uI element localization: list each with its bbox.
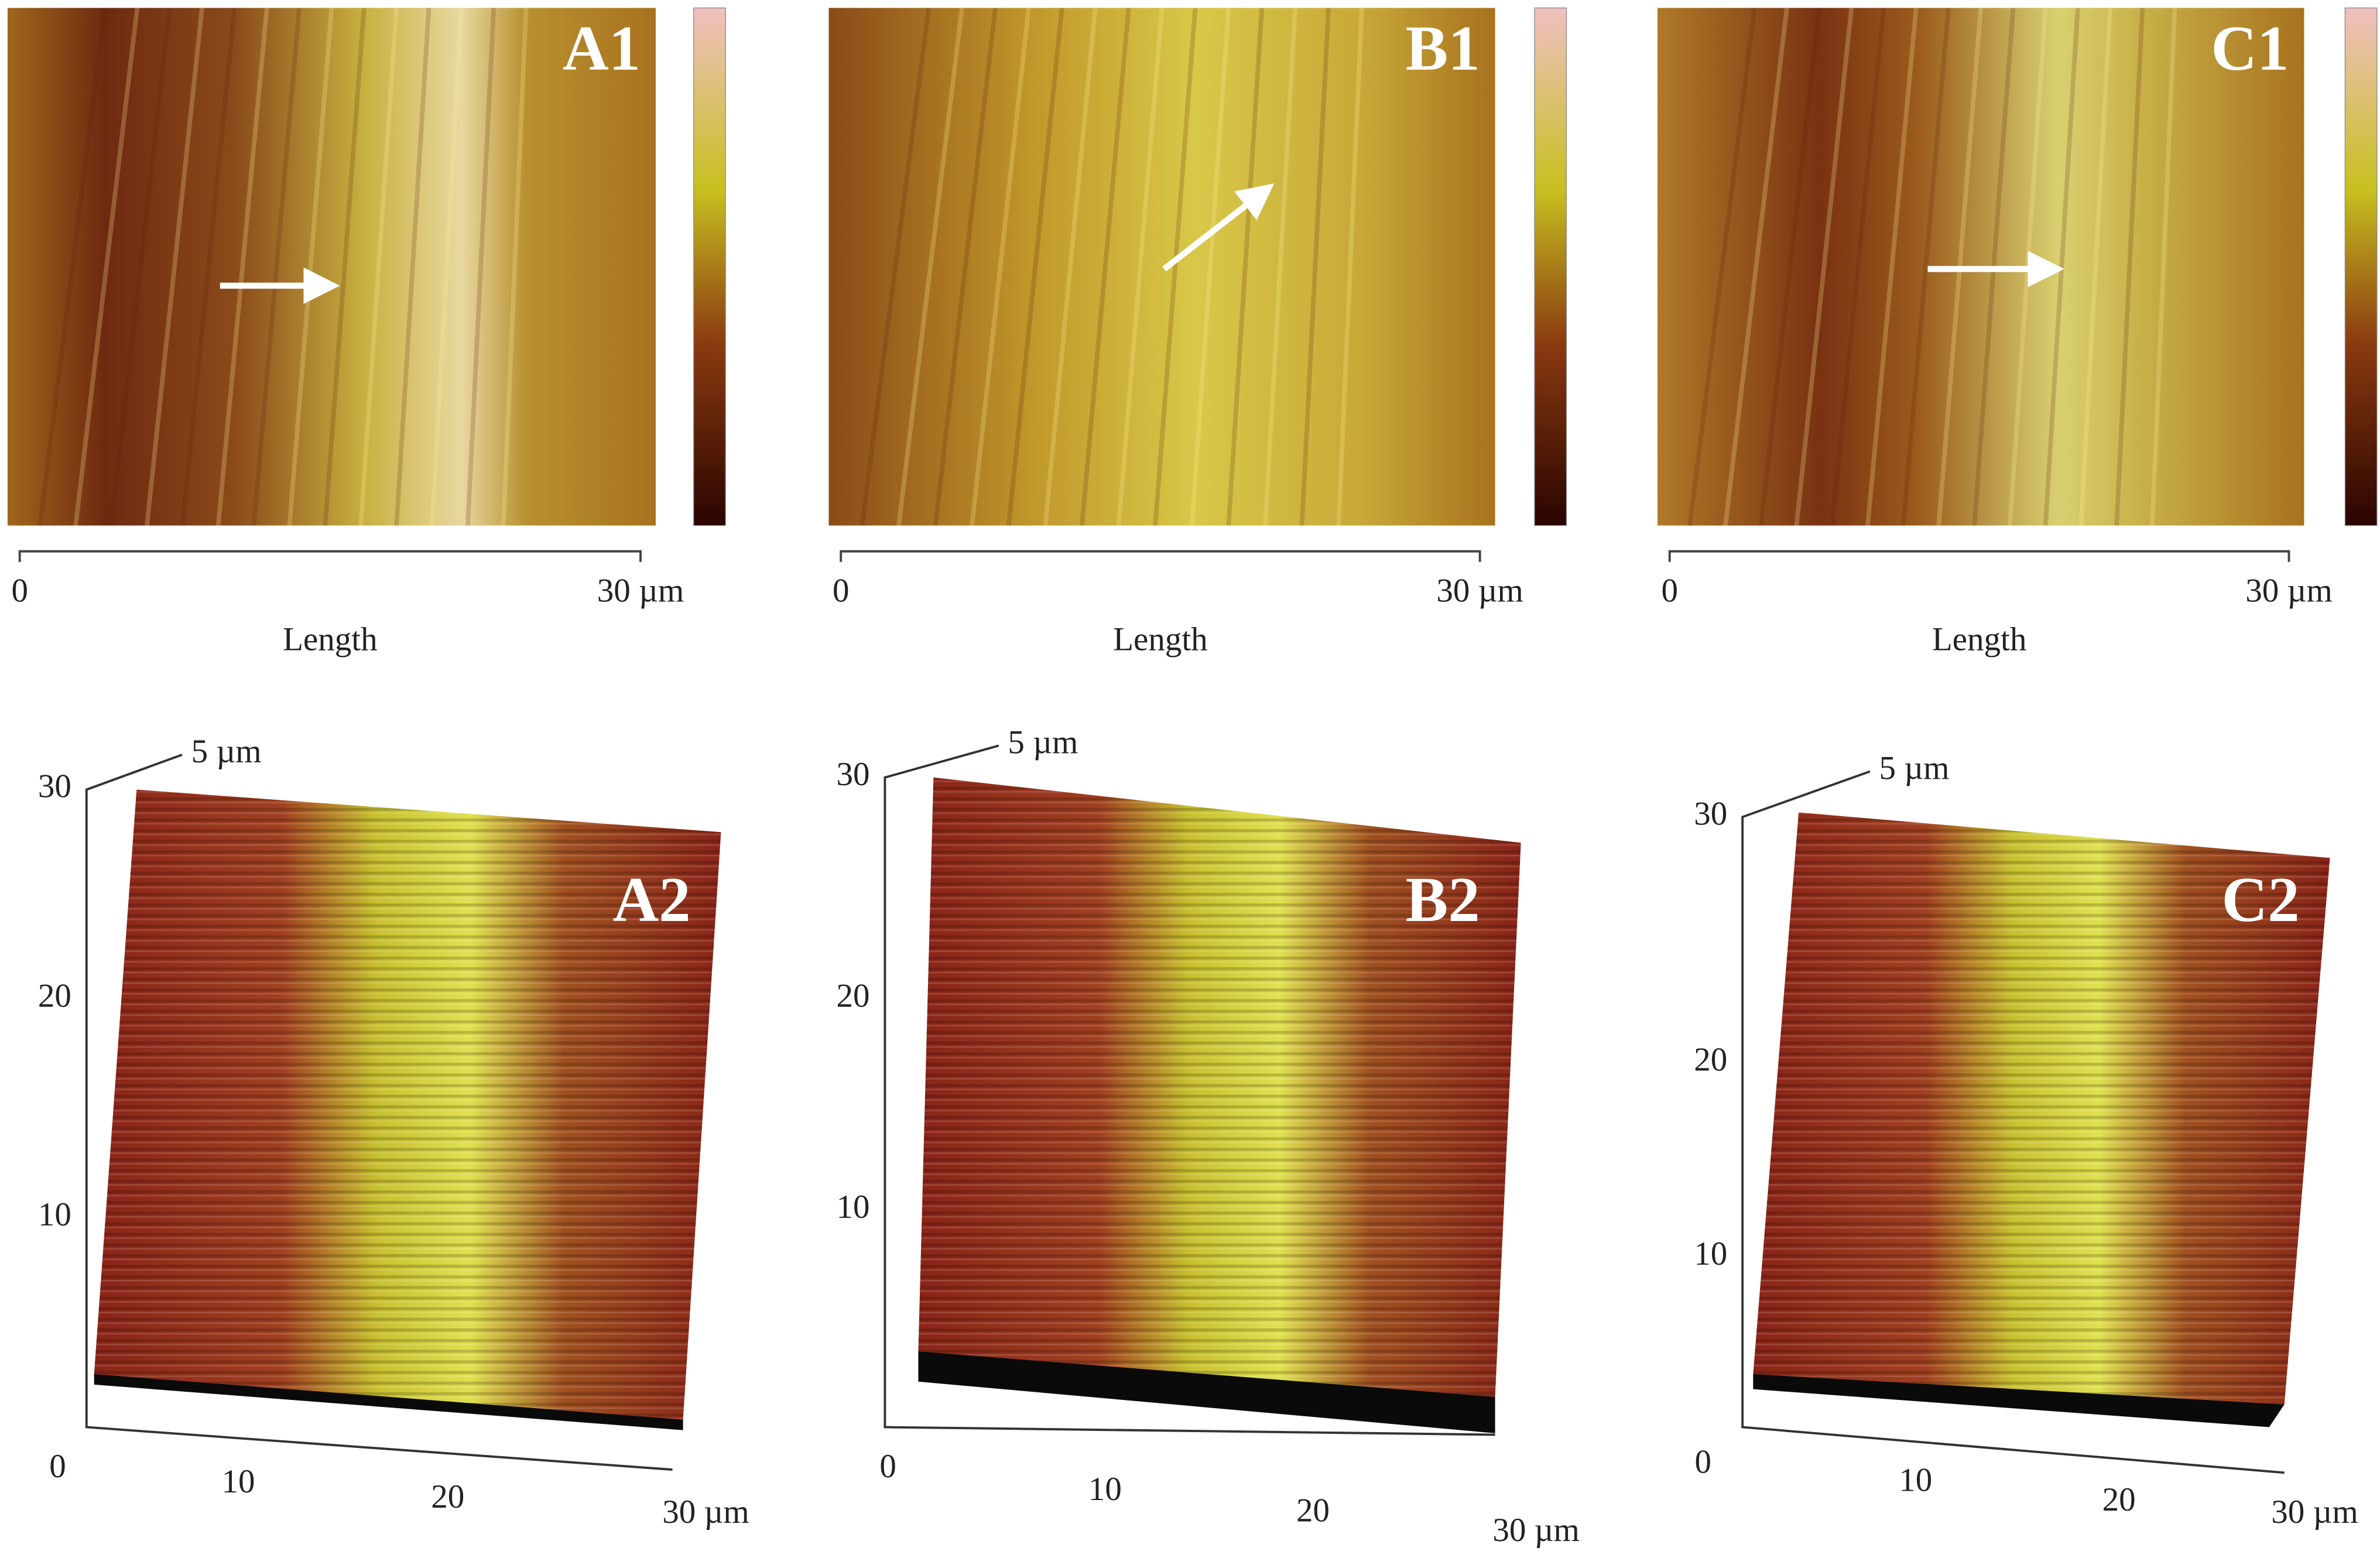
texture — [970, 8, 1031, 526]
texture — [1865, 8, 1919, 526]
color-bar — [2344, 7, 2378, 526]
scale-end: 30 µm — [1436, 572, 1523, 609]
texture — [1263, 8, 1298, 526]
texture — [1758, 8, 1821, 526]
panel-label: A1 — [563, 13, 641, 84]
texture — [73, 8, 140, 526]
x-tick-label: 20 — [431, 1478, 464, 1515]
axes — [85, 754, 673, 1471]
axis-label: Length — [1932, 621, 2027, 658]
texture — [501, 8, 529, 526]
scale-start: 0 — [1661, 572, 1678, 609]
texture — [896, 8, 964, 526]
afm-image — [7, 8, 656, 526]
scale-bar — [1668, 550, 2290, 562]
z-label: 5 µm — [191, 733, 262, 770]
scale-bar — [840, 550, 1481, 562]
texture — [358, 8, 399, 526]
texture — [430, 8, 464, 526]
surface-stripes — [94, 789, 721, 1420]
y-tick-label: 10 — [1694, 1235, 1727, 1272]
z-label: 5 µm — [1879, 750, 1949, 787]
surface-base — [918, 1351, 1495, 1433]
texture — [1299, 8, 1331, 526]
y-tick-label: 30 — [1694, 795, 1727, 832]
axes — [883, 744, 1495, 1436]
arrow — [1162, 183, 1275, 272]
y-tick-label: 10 — [38, 1196, 71, 1233]
surface-stripes — [918, 777, 1521, 1397]
texture — [37, 8, 107, 526]
y-tick-label: 20 — [1694, 1041, 1727, 1078]
y-tick-label: 10 — [836, 1189, 869, 1225]
texture — [1900, 8, 1951, 526]
afm-image — [828, 8, 1495, 526]
texture — [109, 8, 172, 526]
texture — [1687, 8, 1757, 526]
texture — [215, 8, 269, 526]
texture — [323, 8, 367, 526]
texture — [287, 8, 334, 526]
color-bar — [1534, 7, 1567, 526]
texture — [1006, 8, 1064, 526]
texture — [1189, 8, 1231, 526]
texture — [933, 8, 998, 526]
texture — [1080, 8, 1131, 526]
texture — [2149, 8, 2177, 526]
surface-stripes — [1753, 812, 2330, 1405]
axis-label: Length — [283, 621, 378, 658]
panel-label: A2 — [612, 864, 690, 935]
panel-label: C2 — [2222, 864, 2300, 935]
y-tick-label: 30 — [836, 756, 869, 793]
texture — [1043, 8, 1098, 526]
color-bar — [693, 7, 726, 526]
x-tick-label: 0 — [49, 1448, 66, 1485]
x-tick-label: 30 µm — [1492, 1512, 1579, 1549]
scale-end: 30 µm — [597, 572, 684, 609]
x-tick-label: 30 µm — [662, 1494, 749, 1530]
surface-base — [1753, 1374, 2285, 1427]
panel-label: B1 — [1406, 13, 1480, 84]
scale-end: 30 µm — [2245, 572, 2332, 609]
texture — [2114, 8, 2145, 526]
surface-base — [94, 1374, 683, 1430]
x-tick-label: 10 — [222, 1463, 255, 1500]
x-tick-label: 0 — [879, 1448, 896, 1485]
texture — [145, 8, 204, 526]
x-tick-label: 10 — [1088, 1471, 1122, 1508]
x-tick-label: 30 µm — [2271, 1494, 2358, 1530]
texture — [1336, 8, 1364, 526]
texture — [1794, 8, 1854, 526]
axes — [1741, 770, 2285, 1474]
axis-label: Length — [1113, 621, 1208, 658]
texture — [394, 8, 432, 526]
texture — [1723, 8, 1789, 526]
texture — [1830, 8, 1886, 526]
scale-start: 0 — [833, 572, 850, 609]
panel-label: C1 — [2211, 13, 2289, 84]
texture — [2078, 8, 2112, 526]
x-tick-label: 20 — [2102, 1481, 2136, 1518]
texture — [1226, 8, 1265, 526]
texture — [1116, 8, 1165, 526]
y-tick-label: 20 — [836, 978, 869, 1015]
scale-start: 0 — [11, 572, 28, 609]
scale-bar — [18, 550, 642, 562]
texture — [859, 8, 932, 526]
texture — [180, 8, 237, 526]
texture — [465, 8, 496, 526]
x-tick-label: 10 — [1899, 1462, 1932, 1499]
y-tick-label: 20 — [38, 978, 71, 1015]
y-tick-label: 30 — [38, 768, 71, 805]
texture — [251, 8, 302, 526]
z-label: 5 µm — [1008, 724, 1078, 761]
texture — [1153, 8, 1198, 526]
x-tick-label: 0 — [1694, 1443, 1711, 1480]
x-tick-label: 20 — [1296, 1492, 1330, 1529]
panel-label: B2 — [1406, 864, 1480, 935]
